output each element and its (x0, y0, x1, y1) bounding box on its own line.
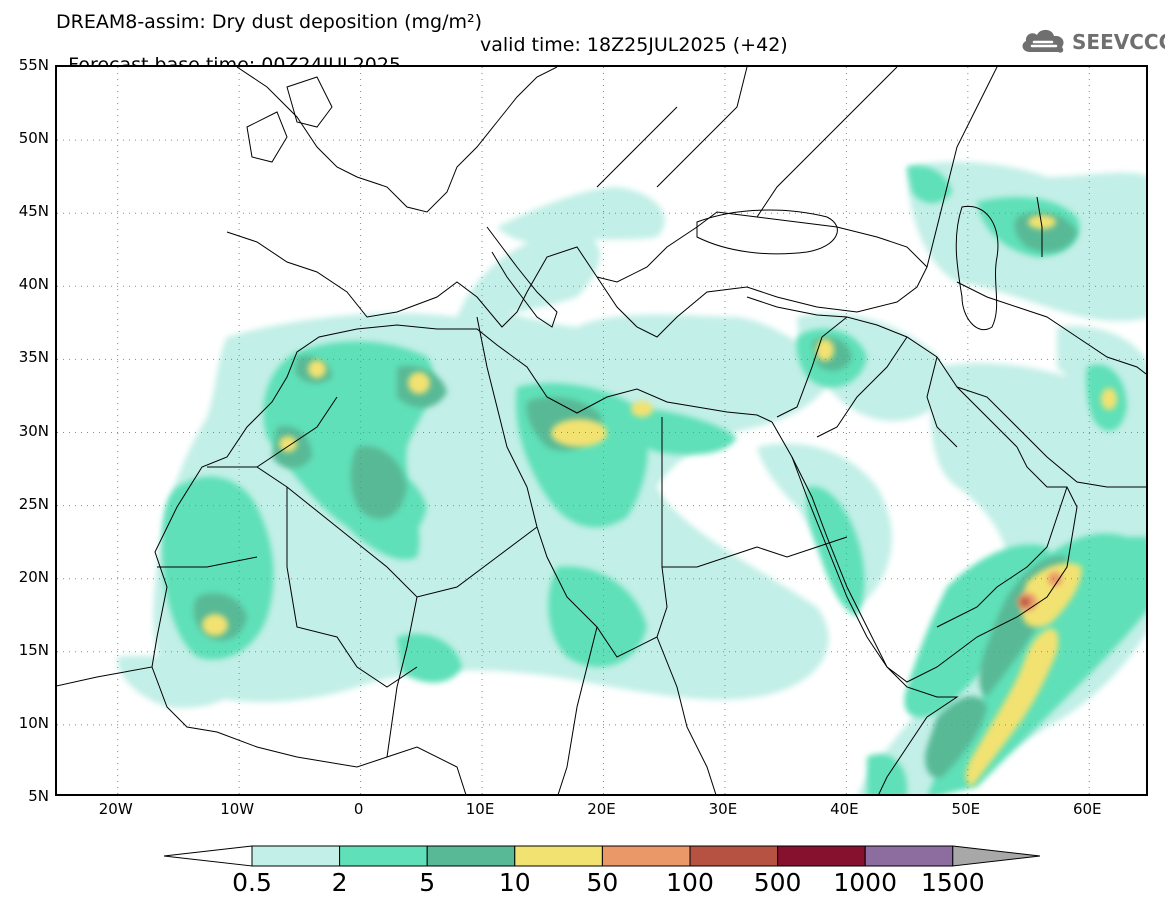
colorbar-below-triangle (163, 845, 253, 867)
lat-label-55n: 55N (18, 56, 49, 74)
lon-label-40e: 40E (830, 800, 859, 818)
colorbar-label-3: 10 (498, 868, 531, 897)
colorbar-label-8: 1500 (920, 868, 985, 897)
cloud-icon (1022, 29, 1064, 53)
colorbar-swatch-5 (601, 845, 691, 867)
lat-label-50n: 50N (18, 129, 49, 148)
lon-label-50e: 50E (951, 800, 981, 818)
lon-label-0: 0 (353, 800, 364, 818)
dust-map (57, 67, 1146, 794)
colorbar-label-0: 0.5 (232, 868, 272, 897)
lat-label-5n: 5N (28, 787, 49, 805)
lat-label-25n: 25N (18, 494, 49, 513)
seevccc-logo: SEEVCCC (1018, 24, 1165, 58)
lon-label-10e: 10E (465, 800, 495, 818)
colorbar-swatch-2 (339, 845, 428, 867)
colorbar-swatch-4 (514, 845, 603, 867)
coastlines (57, 67, 1146, 794)
lat-label-20n: 20N (18, 567, 49, 586)
valid-time-label: valid time: 18Z25JUL2025 (+42) (480, 34, 788, 56)
lat-label-40n: 40N (18, 275, 49, 294)
colorbar-swatch-1 (251, 845, 341, 867)
colorbar-label-5: 100 (666, 868, 714, 897)
colorbar-swatch-3 (426, 845, 516, 867)
colorbar-swatch-6 (689, 845, 779, 867)
map-panel (55, 65, 1148, 796)
colorbar-label-7: 1000 (833, 868, 897, 897)
lat-label-45n: 45N (18, 202, 49, 221)
colorbar-above-triangle (952, 845, 1041, 867)
lon-label-60e: 60E (1072, 800, 1102, 818)
colorbar-label-6: 500 (753, 868, 802, 897)
lon-label-30e: 30E (708, 800, 738, 818)
lat-label-35n: 35N (18, 348, 49, 367)
colorbar-swatch-7 (777, 845, 866, 867)
contour-level-10 (202, 215, 1117, 787)
colorbar-label-1: 2 (331, 868, 348, 897)
lat-label-10n: 10N (18, 713, 49, 732)
colorbar-swatch-8 (864, 845, 954, 867)
map-title: DREAM8-assim: Dry dust deposition (mg/m²… (56, 11, 483, 33)
colorbar-label-4: 50 (586, 868, 619, 897)
lon-label-20e: 20E (587, 800, 616, 818)
lat-label-15n: 15N (18, 640, 49, 659)
lon-label-20w: 20W (98, 800, 133, 818)
colorbar (163, 845, 1041, 867)
logo-text: SEEVCCC (1072, 30, 1165, 54)
colorbar-label-2: 5 (419, 868, 436, 897)
lat-label-30n: 30N (18, 421, 49, 440)
lon-label-10w: 10W (220, 800, 255, 818)
